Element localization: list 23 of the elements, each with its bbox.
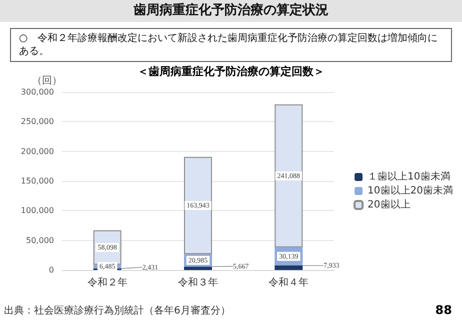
y-tick-label: 250,000 (20, 117, 54, 126)
x-tick-label: 令和３年 (178, 276, 218, 288)
bar (184, 266, 212, 270)
text: ＜歯周病重症化予防治療の算定回数＞ (138, 65, 324, 78)
y-tick-label: 100,000 (20, 206, 54, 216)
y-axis-title: （回） (32, 76, 62, 86)
y-tick-label: 300,000 (20, 88, 54, 96)
legend-label: 20歯以上 (368, 198, 410, 210)
bar (274, 104, 303, 248)
legend-label: 10歯以上20歯未満 (368, 184, 454, 196)
y-tick-label: 0 (48, 266, 54, 274)
source-note: 出典：社会医療診療行為別統計（各年6月審査分） (4, 304, 230, 316)
chart-subtitle: ○ 令和２年診療報酬改定において新設された歯周病重症化予防治療の算定回数は増加傾向にある。 (10, 28, 452, 62)
chart-title: 歯周病重症化予防治療の算定状況 (0, 0, 462, 22)
bar (274, 265, 303, 270)
y-tick-label: 150,000 (20, 176, 54, 186)
legend-label: １歯以上10歯未満 (368, 170, 450, 182)
text: 88 (435, 303, 452, 317)
bar (184, 156, 212, 254)
y-tick-label: 200,000 (20, 146, 54, 156)
x-tick-label: 令和４年 (268, 276, 309, 288)
y-tick-label: 50,000 (26, 236, 54, 245)
x-tick-label: 令和２年 (87, 276, 128, 288)
